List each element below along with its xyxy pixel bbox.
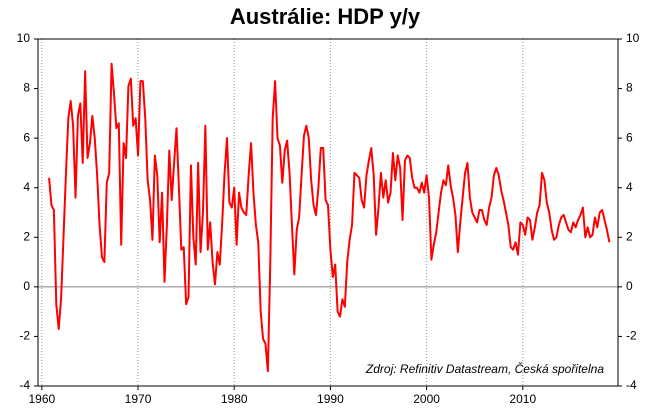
y2-tick-label: -4 [626, 378, 637, 392]
y2-tick-label: 2 [626, 229, 633, 243]
data-line [48, 62, 611, 373]
x-tick-label: 1970 [125, 392, 152, 406]
y-tick-label: 4 [23, 180, 30, 194]
y2-tick-label: 4 [626, 180, 633, 194]
x-tick-label: 1960 [28, 392, 55, 406]
x-tick-label: 1990 [317, 392, 344, 406]
source-note: Zdroj: Refinitiv Datastream, Česká spoři… [365, 361, 604, 376]
y-tick-label: 10 [17, 31, 31, 45]
y2-tick-label: 0 [626, 279, 633, 293]
plot [48, 62, 611, 373]
grid [38, 39, 618, 386]
y-tick-label: 8 [23, 81, 30, 95]
x-tick-label: 2010 [509, 392, 536, 406]
chart-title: Austrálie: HDP y/y [230, 4, 421, 29]
y2-tick-label: -2 [626, 329, 637, 343]
y2-tick-label: 10 [626, 31, 640, 45]
y2-tick-label: 6 [626, 130, 633, 144]
y-tick-label: -2 [19, 329, 30, 343]
y-tick-label: 2 [23, 229, 30, 243]
y-tick-label: 0 [23, 279, 30, 293]
y2-tick-label: 8 [626, 81, 633, 95]
x-tick-label: 1980 [221, 392, 248, 406]
y-tick-label: -4 [19, 378, 30, 392]
y-tick-label: 6 [23, 130, 30, 144]
plot-frame [37, 38, 619, 387]
x-tick-label: 2000 [413, 392, 440, 406]
